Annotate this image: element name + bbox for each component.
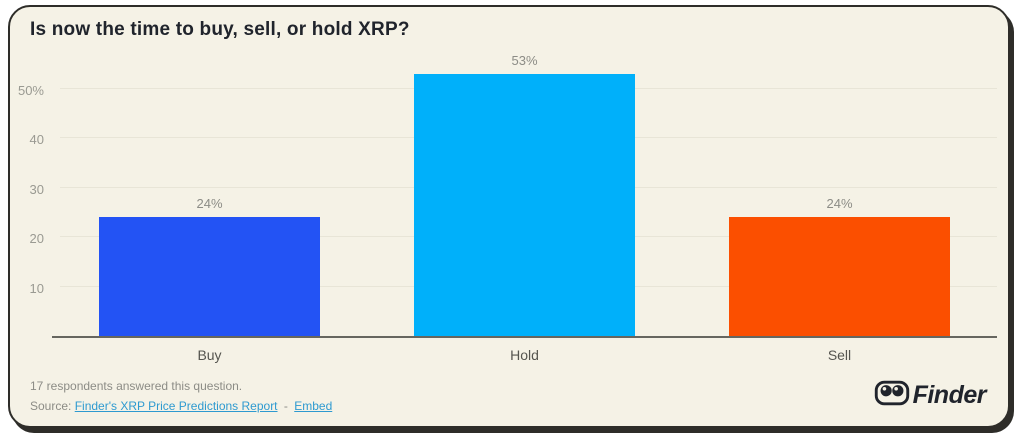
plot-area: 24% 53% 24% (52, 53, 997, 338)
finder-logo[interactable]: Finder (874, 379, 987, 412)
chart-footer: 17 respondents answered this question. S… (30, 379, 332, 413)
y-tick-label: 20 (29, 231, 44, 247)
link-separator: - (283, 399, 288, 413)
respondents-note: 17 respondents answered this question. (30, 379, 243, 393)
source-line: Source: Finder's XRP Price Predictions R… (30, 399, 332, 413)
source-prefix: Source: (30, 399, 72, 413)
bar-value-label: 24% (196, 196, 223, 212)
y-tick-label: 40 (29, 132, 44, 148)
finder-wordmark: Finder (912, 381, 987, 409)
x-category-label: Sell (827, 347, 852, 363)
y-tick-label: 10 (29, 280, 44, 296)
bar-buy (99, 217, 320, 336)
x-category-label: Hold (510, 347, 539, 363)
y-tick-label: 50% (17, 82, 44, 98)
finder-eyes-icon (874, 379, 910, 412)
source-report-link[interactable]: Finder's XRP Price Predictions Report (74, 399, 278, 413)
bar-sell (729, 217, 950, 336)
bar-hold (414, 73, 635, 336)
y-tick-label: 30 (29, 181, 44, 197)
chart-card: Is now the time to buy, sell, or hold XR… (8, 5, 1010, 428)
bar-value-label: 53% (511, 52, 538, 68)
x-category-label: Buy (197, 347, 222, 363)
embed-link[interactable]: Embed (294, 399, 333, 413)
y-axis-labels: 10 20 30 40 50% (10, 64, 44, 338)
x-axis-labels: Buy Hold Sell (52, 347, 997, 367)
bar-value-label: 24% (826, 196, 853, 212)
chart-title: Is now the time to buy, sell, or hold XR… (30, 19, 410, 40)
